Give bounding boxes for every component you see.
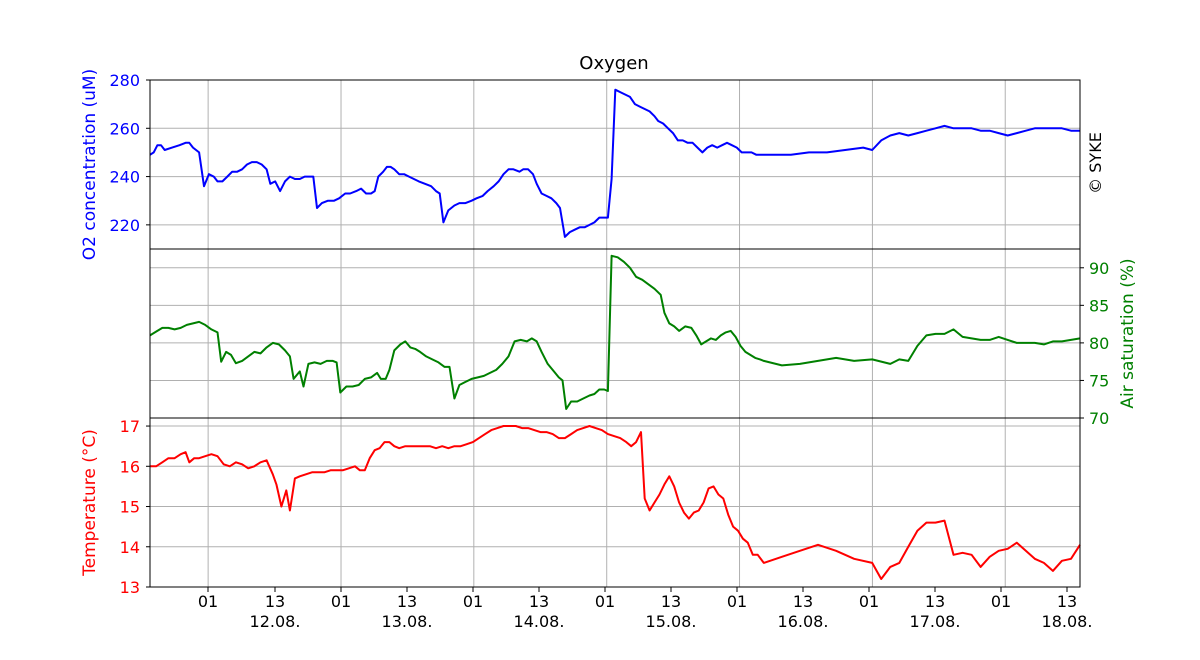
y-axis-label-o2: O2 concentration (uM)	[80, 69, 100, 260]
series-line-o2	[149, 88, 1080, 238]
x-tick-label: 13	[1057, 592, 1077, 611]
y-tick-label: 14	[120, 538, 140, 557]
x-date-label: 18.08.	[1042, 612, 1093, 631]
x-date-label: 12.08.	[250, 612, 301, 631]
x-tick-label: 01	[859, 592, 879, 611]
y-tick-label: 15	[120, 498, 140, 517]
y-tick-label: 70	[1089, 409, 1109, 428]
panel-o2: 220 240 260 280 O2 concentration (uM)	[80, 69, 1081, 260]
x-tick-label: 01	[991, 592, 1011, 611]
x-tick-label: 13	[529, 592, 549, 611]
x-tick-label: 13	[793, 592, 813, 611]
y-tick-label: 16	[120, 457, 140, 476]
x-tick-label: 01	[595, 592, 615, 611]
x-tick-label: 01	[727, 592, 747, 611]
x-tick-label: 13	[661, 592, 681, 611]
y-axis-label-air_saturation: Air saturation (%)	[1118, 258, 1138, 408]
y-tick-label: 75	[1089, 371, 1109, 390]
y-tick-label: 85	[1089, 296, 1109, 315]
copyright-label: © SYKE	[1086, 132, 1105, 194]
y-tick-label: 90	[1089, 259, 1109, 278]
chart-title: Oxygen	[579, 53, 648, 74]
y-tick-label: 260	[109, 119, 140, 138]
x-date-label: 15.08.	[646, 612, 697, 631]
series-line-temperature	[150, 425, 1081, 580]
panel-frame	[149, 417, 1081, 588]
series-line-air_saturation	[149, 254, 1081, 410]
x-date-label: 16.08.	[778, 612, 829, 631]
y-tick-label: 17	[120, 417, 140, 436]
y-tick-label: 80	[1089, 334, 1109, 353]
x-date-label: 14.08.	[514, 612, 565, 631]
x-tick-label: 13	[397, 592, 417, 611]
y-tick-label: 280	[109, 71, 140, 90]
x-date-label: 13.08.	[382, 612, 433, 631]
x-date-label: 17.08.	[910, 612, 961, 631]
x-tick-label: 13	[925, 592, 945, 611]
x-tick-label: 13	[265, 592, 285, 611]
x-tick-label: 01	[198, 592, 218, 611]
y-tick-label: 240	[109, 168, 140, 187]
y-axis-label-temperature: Temperature (°C)	[80, 429, 100, 577]
x-tick-label: 01	[331, 592, 351, 611]
panel-air_saturation: 70 75 80 85 90 Air saturation (%)	[149, 248, 1138, 428]
y-tick-label: 13	[120, 578, 140, 597]
x-tick-label: 01	[463, 592, 483, 611]
y-tick-label: 220	[109, 216, 140, 235]
panel-temperature: 13 14 15 16 17 Temperature (°C)	[80, 417, 1081, 597]
